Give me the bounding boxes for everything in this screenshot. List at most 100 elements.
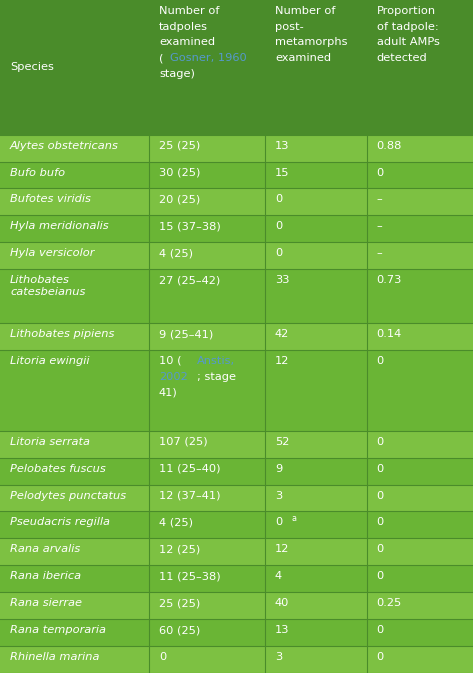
Text: 11 (25–38): 11 (25–38) xyxy=(159,571,220,581)
Text: 3: 3 xyxy=(275,652,282,662)
Text: metamorphs: metamorphs xyxy=(275,38,347,47)
Text: 30 (25): 30 (25) xyxy=(159,168,201,178)
Bar xyxy=(0,215,473,242)
Bar xyxy=(367,0,473,135)
Text: 41): 41) xyxy=(159,388,178,397)
Bar xyxy=(0,350,473,431)
Text: 0.14: 0.14 xyxy=(377,329,402,339)
Text: Species: Species xyxy=(10,63,54,72)
Text: post-: post- xyxy=(275,22,304,32)
Text: a: a xyxy=(292,514,297,524)
Bar xyxy=(0,188,473,215)
Text: 25 (25): 25 (25) xyxy=(159,141,200,151)
Text: 15: 15 xyxy=(275,168,289,178)
Text: 0: 0 xyxy=(275,248,282,258)
Text: 60 (25): 60 (25) xyxy=(159,625,200,635)
Text: detected: detected xyxy=(377,53,427,63)
Text: 12: 12 xyxy=(275,544,289,555)
Text: Hyla meridionalis: Hyla meridionalis xyxy=(10,221,109,232)
Bar xyxy=(0,0,149,135)
Text: 42: 42 xyxy=(275,329,289,339)
Bar xyxy=(0,511,473,538)
Text: Bufo bufo: Bufo bufo xyxy=(10,168,65,178)
Bar xyxy=(0,619,473,646)
Text: 0: 0 xyxy=(159,652,166,662)
Text: Lithobates pipiens: Lithobates pipiens xyxy=(10,329,114,339)
Text: 0: 0 xyxy=(377,518,384,528)
Text: stage): stage) xyxy=(159,69,195,79)
Text: 33: 33 xyxy=(275,275,289,285)
Text: Rana arvalis: Rana arvalis xyxy=(10,544,80,555)
Text: 0.25: 0.25 xyxy=(377,598,402,608)
Text: Lithobates
catesbeianus: Lithobates catesbeianus xyxy=(10,275,85,297)
Text: 9: 9 xyxy=(275,464,282,474)
Text: 0: 0 xyxy=(377,464,384,474)
Bar xyxy=(0,162,473,188)
Bar xyxy=(0,431,473,458)
Text: 0: 0 xyxy=(275,518,282,528)
Text: 12: 12 xyxy=(275,356,289,366)
Text: Rhinella marina: Rhinella marina xyxy=(10,652,99,662)
Bar xyxy=(0,269,473,323)
Text: examined: examined xyxy=(159,38,215,47)
Bar xyxy=(0,646,473,673)
Text: 0: 0 xyxy=(275,221,282,232)
Bar xyxy=(149,0,265,135)
Bar xyxy=(0,565,473,592)
Text: 0: 0 xyxy=(275,194,282,205)
Text: 0: 0 xyxy=(377,625,384,635)
Text: Litoria serrata: Litoria serrata xyxy=(10,437,90,447)
Text: 13: 13 xyxy=(275,625,289,635)
Text: 107 (25): 107 (25) xyxy=(159,437,208,447)
Text: Anstis,: Anstis, xyxy=(197,356,235,366)
Text: Gosner, 1960: Gosner, 1960 xyxy=(170,53,247,63)
Text: 27 (25–42): 27 (25–42) xyxy=(159,275,220,285)
Text: 0: 0 xyxy=(377,491,384,501)
Text: 0.88: 0.88 xyxy=(377,141,402,151)
Text: Pelodytes punctatus: Pelodytes punctatus xyxy=(10,491,126,501)
Bar xyxy=(0,323,473,350)
Text: 4: 4 xyxy=(275,571,282,581)
Bar xyxy=(0,592,473,619)
Bar xyxy=(0,538,473,565)
Text: 9 (25–41): 9 (25–41) xyxy=(159,329,213,339)
Bar xyxy=(0,135,473,162)
Text: 25 (25): 25 (25) xyxy=(159,598,200,608)
Text: ; stage: ; stage xyxy=(197,371,236,382)
Text: 0: 0 xyxy=(377,356,384,366)
Text: Pelobates fuscus: Pelobates fuscus xyxy=(10,464,106,474)
Text: Proportion: Proportion xyxy=(377,6,436,16)
Text: 4 (25): 4 (25) xyxy=(159,518,193,528)
Text: 12 (25): 12 (25) xyxy=(159,544,200,555)
Text: 0: 0 xyxy=(377,571,384,581)
Text: Litoria ewingii: Litoria ewingii xyxy=(10,356,89,366)
Text: 13: 13 xyxy=(275,141,289,151)
Text: 10 (: 10 ( xyxy=(159,356,182,366)
Text: 40: 40 xyxy=(275,598,289,608)
Text: Rana temporaria: Rana temporaria xyxy=(10,625,106,635)
Text: 3: 3 xyxy=(275,491,282,501)
Text: Number of: Number of xyxy=(159,6,219,16)
Text: 20 (25): 20 (25) xyxy=(159,194,200,205)
Text: 0: 0 xyxy=(377,652,384,662)
Bar xyxy=(0,485,473,511)
Text: 12 (37–41): 12 (37–41) xyxy=(159,491,220,501)
Text: Rana sierrae: Rana sierrae xyxy=(10,598,82,608)
Text: 15 (37–38): 15 (37–38) xyxy=(159,221,221,232)
Text: adult AMPs: adult AMPs xyxy=(377,38,439,47)
Text: examined: examined xyxy=(275,53,331,63)
Bar xyxy=(0,458,473,485)
Text: –: – xyxy=(377,248,382,258)
Bar xyxy=(0,242,473,269)
Text: 0.73: 0.73 xyxy=(377,275,402,285)
Text: of tadpole:: of tadpole: xyxy=(377,22,438,32)
Text: Pseudacris regilla: Pseudacris regilla xyxy=(10,518,110,528)
Text: Number of: Number of xyxy=(275,6,335,16)
Text: Rana iberica: Rana iberica xyxy=(10,571,81,581)
Text: 0: 0 xyxy=(377,544,384,555)
Text: Bufotes viridis: Bufotes viridis xyxy=(10,194,91,205)
Text: 0: 0 xyxy=(377,437,384,447)
Bar xyxy=(265,0,367,135)
Text: 0: 0 xyxy=(377,168,384,178)
Text: –: – xyxy=(377,194,382,205)
